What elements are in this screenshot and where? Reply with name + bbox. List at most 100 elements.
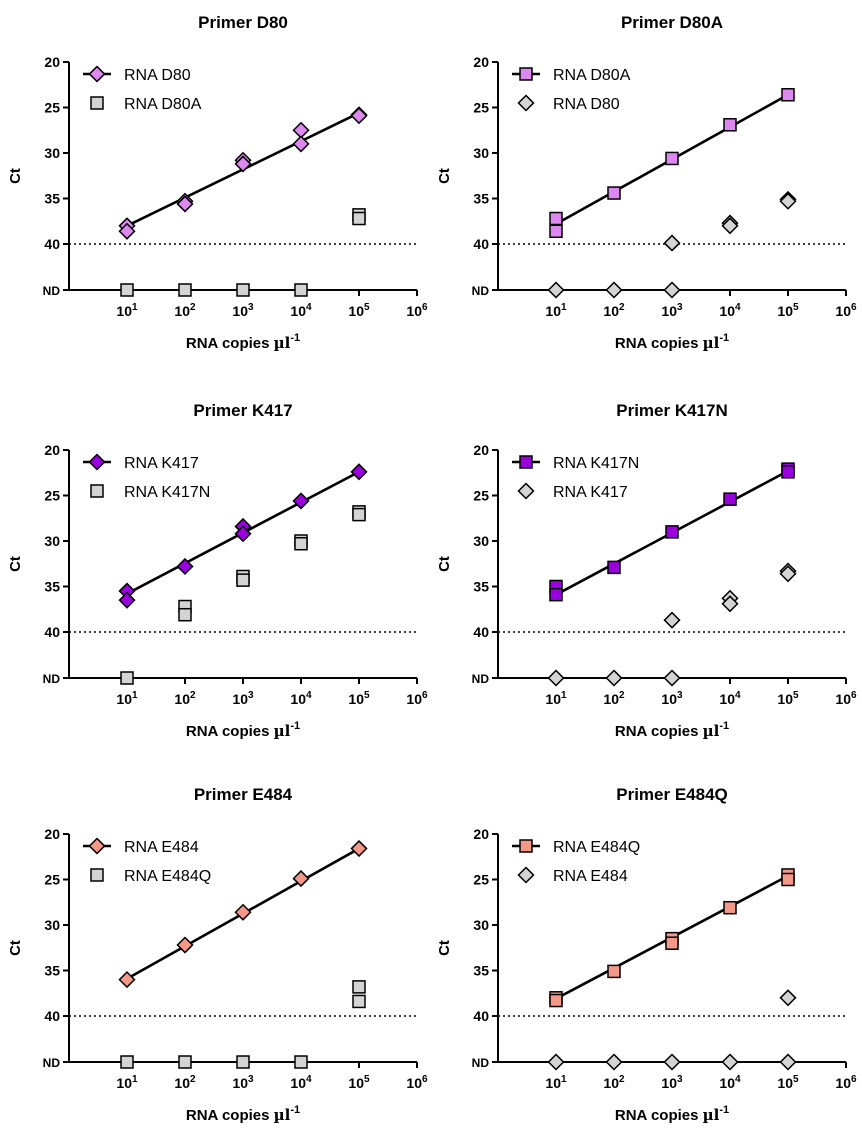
data-point [549,211,563,226]
x-tick-base: 10 [603,691,619,707]
legend-marker [517,866,535,884]
legend-label: RNA D80 [124,67,191,84]
x-axis-label-exponent: -1 [290,332,300,344]
chart-title: Primer D80 [198,13,288,32]
data-point [236,283,250,297]
x-axis-label-exponent: -1 [719,332,729,344]
x-tick-label: 102 [174,1074,196,1091]
x-tick-exponent: 5 [793,1074,799,1085]
data-point [118,971,136,989]
x-tick-exponent: 4 [306,1074,312,1085]
x-tick-label: 103 [661,690,683,707]
x-tick-label: 103 [232,690,254,707]
x-tick-label: 105 [348,302,370,319]
data-point [176,195,194,213]
y-tick-label: 40 [44,236,60,252]
x-tick-base: 10 [777,691,793,707]
chart-title: Primer D80A [621,13,723,32]
legend-marker [517,482,535,500]
series-2: RNA E484 [517,866,797,1071]
x-tick-base: 10 [719,303,735,319]
legend-label: RNA K417 [124,455,199,472]
x-tick-label: 106 [406,690,428,707]
x-tick-base: 10 [174,691,190,707]
series-2: RNA K417 [517,482,797,687]
chart-title: Primer E484 [194,785,293,804]
x-tick-exponent: 6 [422,690,428,701]
data-point [605,669,623,687]
x-tick-label: 104 [290,690,312,707]
x-tick-base: 10 [661,691,677,707]
x-tick-label: 103 [232,1074,254,1091]
legend-label: RNA K417N [553,455,639,472]
x-tick-exponent: 6 [851,690,857,701]
x-tick-exponent: 3 [248,302,254,313]
data-point [663,611,681,629]
x-tick-base: 10 [406,691,422,707]
y-tick-label: 25 [44,488,60,504]
x-tick-label: 103 [661,302,683,319]
y-tick-label: 40 [44,624,60,640]
data-point [236,573,250,587]
data-point [663,281,681,299]
x-axis-label-exponent: -1 [719,1104,729,1116]
x-tick-exponent: 1 [132,1074,138,1085]
legend-marker [519,839,533,853]
data-point [294,1055,308,1069]
x-tick-exponent: 4 [735,302,741,313]
legend-label: RNA D80 [553,96,620,113]
x-axis-label: RNA copies µl-1 [186,1104,300,1124]
data-point [547,281,565,299]
x-tick-base: 10 [545,303,561,319]
data-point [607,186,621,200]
legend-label: RNA E484Q [124,868,211,885]
x-tick-base: 10 [545,691,561,707]
y-axis-label: Ct [436,940,453,956]
data-point [723,900,737,915]
x-tick-label: 106 [835,1074,857,1091]
x-tick-exponent: 2 [619,690,625,701]
y-tick-label: 30 [473,533,489,549]
x-tick-exponent: 1 [561,302,567,313]
data-point [350,463,368,481]
x-tick-exponent: 4 [735,690,741,701]
y-tick-label: ND [43,284,61,298]
y-tick-label: 20 [44,826,60,842]
x-tick-label: 102 [174,690,196,707]
data-point [352,507,366,522]
data-point [292,870,310,888]
data-point [779,565,797,583]
x-tick-label: 102 [603,690,625,707]
y-axis-label: Ct [7,168,24,184]
x-tick-label: 105 [777,302,799,319]
y-tick-label: ND [472,672,490,686]
data-point [234,525,252,543]
y-axis-label: Ct [436,556,453,572]
x-tick-base: 10 [116,1075,132,1091]
x-axis-label-unit: µl [703,334,720,352]
data-point [234,155,252,173]
y-tick-label: 25 [473,488,489,504]
x-tick-exponent: 2 [619,302,625,313]
data-point [294,283,308,297]
x-tick-exponent: 3 [248,1074,254,1085]
data-point [723,118,737,132]
legend-marker [519,455,533,469]
y-tick-label: 25 [473,100,489,116]
x-tick-base: 10 [348,303,364,319]
x-tick-base: 10 [174,1075,190,1091]
data-point [118,222,136,240]
data-point [352,994,366,1009]
data-point [607,560,621,575]
x-tick-exponent: 2 [619,1074,625,1085]
x-tick-label: 105 [348,1074,370,1091]
series-1: RNA D80A [512,67,795,239]
x-tick-exponent: 3 [248,690,254,701]
data-point [350,107,368,125]
y-axis-label: Ct [7,940,24,956]
x-tick-exponent: 6 [851,1074,857,1085]
